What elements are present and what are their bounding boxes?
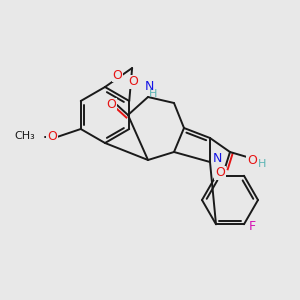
Text: O: O (47, 130, 57, 143)
Text: O: O (106, 98, 116, 112)
Text: H: H (149, 89, 157, 99)
Text: N: N (212, 152, 222, 164)
Text: O: O (112, 69, 122, 82)
Text: O: O (128, 75, 138, 88)
Text: H: H (258, 159, 266, 169)
Text: CH₃: CH₃ (14, 131, 35, 141)
Text: F: F (248, 220, 256, 233)
Text: N: N (144, 80, 154, 94)
Text: O: O (215, 167, 225, 179)
Text: O: O (247, 154, 257, 166)
